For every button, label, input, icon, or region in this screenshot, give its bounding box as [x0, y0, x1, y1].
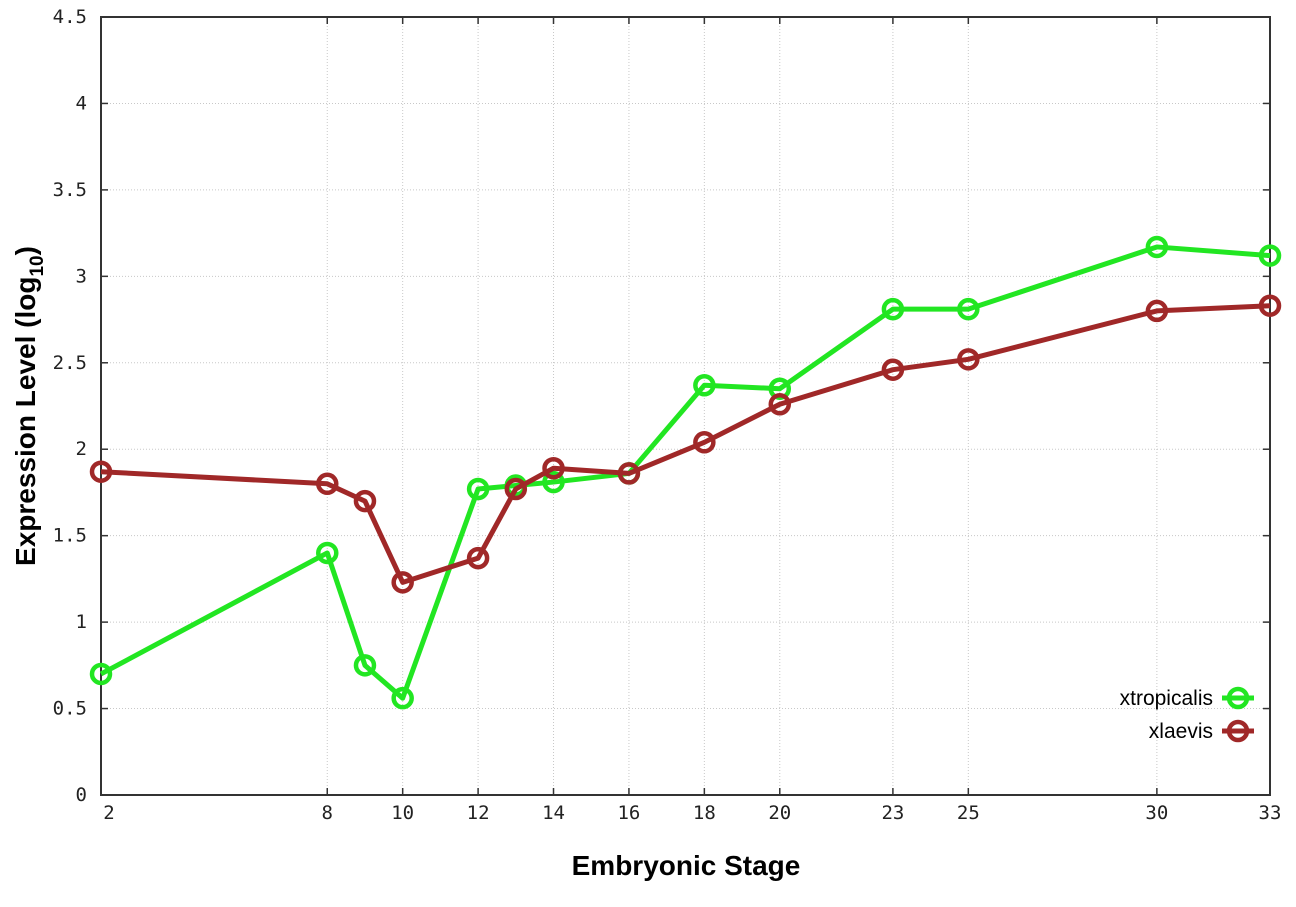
y-axis-label: Expression Level (log10) [10, 246, 48, 566]
y-tick-label: 4.5 [53, 6, 87, 28]
data-point-xlaevis [391, 571, 414, 594]
y-tick-label: 0.5 [53, 698, 87, 720]
data-point-xtropicalis [316, 541, 339, 565]
legend-label-xlaevis: xlaevis [1149, 720, 1213, 743]
data-point-xtropicalis [1145, 235, 1169, 259]
x-tick-label: 23 [881, 802, 904, 824]
data-point-xtropicalis [881, 297, 905, 321]
data-point-xtropicalis [466, 477, 490, 501]
data-point-xlaevis [617, 462, 641, 485]
data-point-xlaevis [693, 431, 716, 454]
data-point-xtropicalis [353, 654, 377, 677]
data-point-xlaevis [542, 456, 565, 480]
x-tick-label: 8 [322, 802, 333, 824]
data-point-xlaevis [1258, 294, 1282, 317]
data-point-xlaevis [89, 460, 113, 483]
x-axis-label: Embryonic Stage [572, 850, 801, 881]
y-tick-label: 4 [76, 92, 87, 114]
y-tick-label: 0 [76, 784, 87, 806]
plot-frame [100, 16, 1271, 796]
y-tick-label: 1.5 [53, 525, 87, 547]
data-point-xlaevis [353, 489, 377, 513]
legend-marker-xtropicalis [1226, 686, 1250, 710]
data-point-xtropicalis [768, 377, 792, 400]
data-point-xtropicalis [957, 297, 980, 321]
data-point-xlaevis [957, 348, 980, 371]
x-tick-label: 25 [957, 802, 980, 824]
data-point-xlaevis [1145, 299, 1169, 323]
data-point-xtropicalis [391, 686, 414, 710]
data-point-xlaevis [768, 393, 792, 416]
x-tick-label: 10 [391, 802, 414, 824]
x-tick-label: 33 [1259, 802, 1282, 824]
series-layer [89, 235, 1282, 710]
series-line-xlaevis [100, 303, 1271, 585]
series-line-xtropicalis [99, 244, 1271, 701]
data-point-xlaevis [504, 477, 528, 501]
x-tick-label: 14 [542, 802, 565, 824]
y-tick-label: 3 [76, 265, 87, 287]
data-point-xlaevis [316, 472, 339, 496]
axes: 0 0.5 1 1.5 2 2.5 3 3.5 4 4.5 2 8 10 12 14 16 18 20 23 25 30… [53, 6, 1282, 824]
data-point-xtropicalis [542, 470, 565, 494]
y-tick-label: 1 [76, 611, 87, 633]
x-tick-label: 20 [768, 802, 791, 824]
x-tick-label: 12 [467, 802, 490, 824]
data-point-xtropicalis [1258, 244, 1282, 267]
x-tick-label: 16 [617, 802, 640, 824]
legend: xtropicalis xlaevis [1120, 686, 1254, 743]
data-point-xlaevis [466, 546, 490, 570]
x-tick-label: 30 [1145, 802, 1168, 824]
data-point-xtropicalis [89, 662, 113, 686]
x-tick-label: 18 [693, 802, 716, 824]
x-tick-label: 2 [103, 802, 114, 824]
legend-marker-xlaevis [1226, 719, 1250, 743]
y-tick-label: 2.5 [53, 352, 87, 374]
y-tick-label: 2 [76, 438, 87, 460]
y-tick-label: 3.5 [53, 179, 87, 201]
data-point-xtropicalis [693, 374, 716, 397]
legend-label-xtropicalis: xtropicalis [1120, 687, 1213, 710]
grid [101, 17, 1270, 795]
data-point-xlaevis [881, 358, 905, 381]
